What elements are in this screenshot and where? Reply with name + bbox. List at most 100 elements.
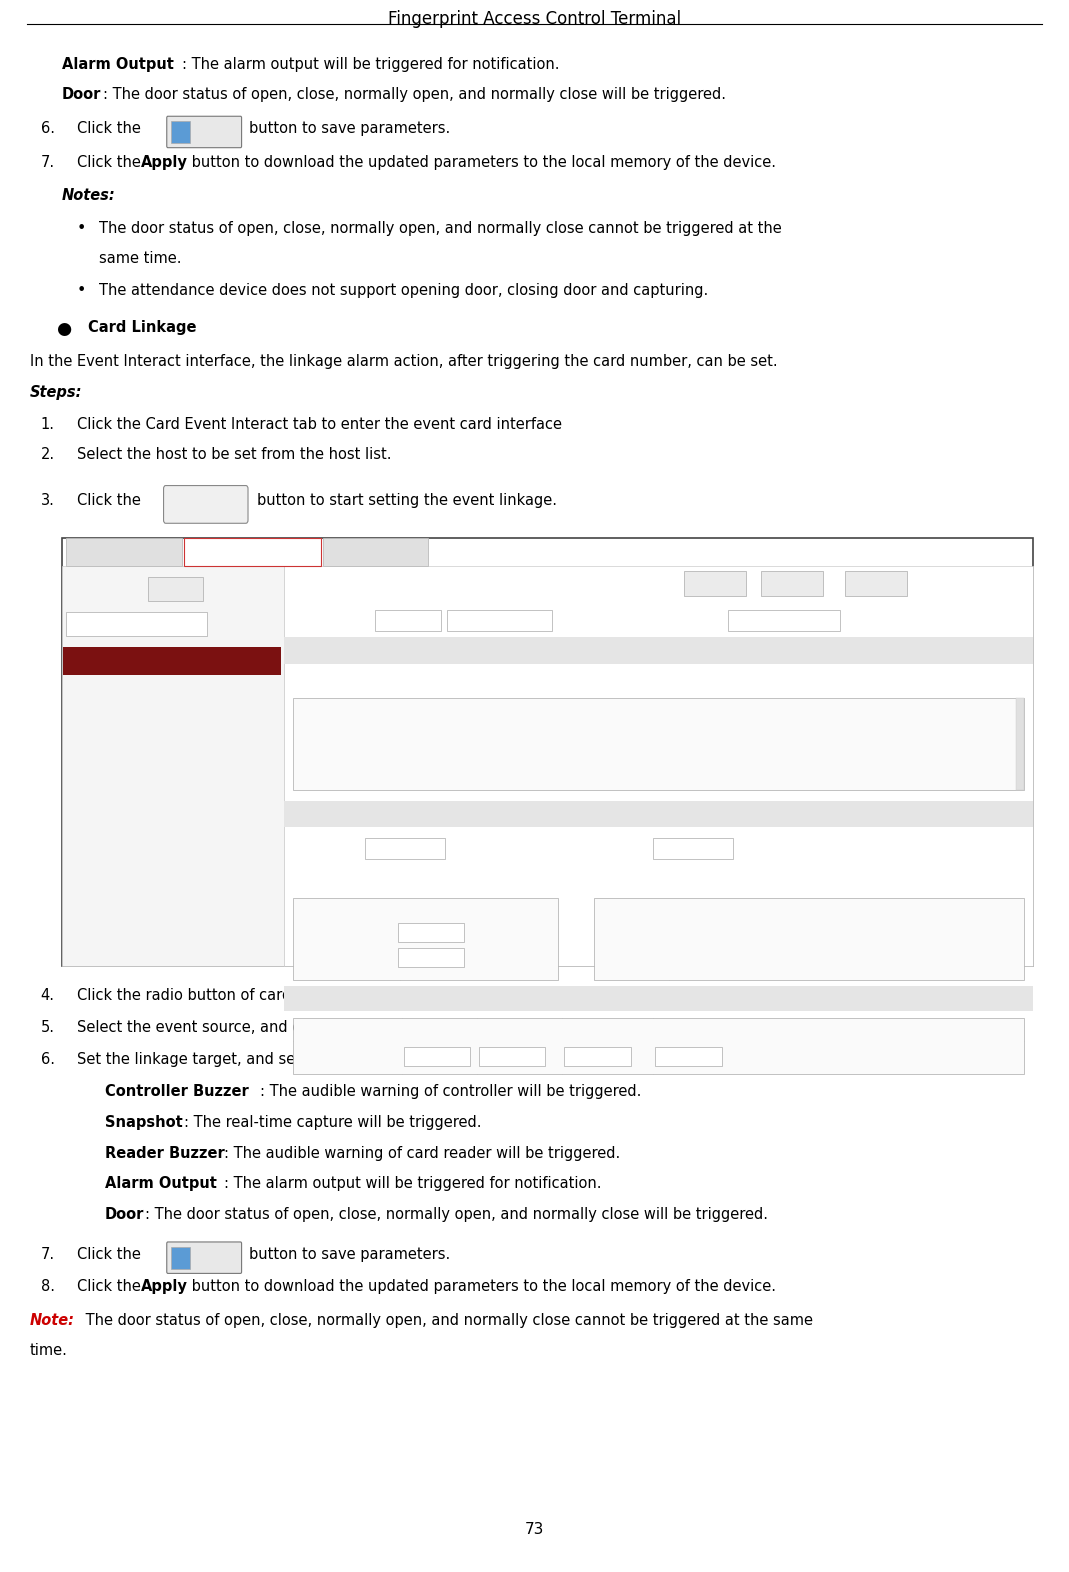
Text: Controller...: Controller... bbox=[293, 843, 345, 852]
Text: •: • bbox=[77, 283, 87, 299]
Text: Alarm Output: Alarm Output bbox=[62, 57, 174, 72]
Text: Door: Door bbox=[62, 86, 102, 102]
FancyBboxPatch shape bbox=[167, 1242, 242, 1273]
Text: Note:: Note: bbox=[30, 1313, 75, 1328]
Text: Apply: Apply bbox=[141, 154, 188, 170]
Text: time.: time. bbox=[30, 1342, 67, 1358]
Text: ✖ Delete: ✖ Delete bbox=[773, 577, 811, 586]
Bar bbox=[284, 986, 1033, 1011]
Text: 📄 Apply: 📄 Apply bbox=[151, 583, 182, 593]
Bar bbox=[66, 538, 182, 566]
Bar bbox=[398, 948, 464, 967]
Bar bbox=[447, 610, 552, 630]
Text: 💾: 💾 bbox=[171, 1254, 176, 1264]
Bar bbox=[171, 121, 190, 143]
Bar bbox=[845, 571, 907, 596]
Text: Trigger: Trigger bbox=[425, 1052, 484, 1067]
Bar bbox=[1016, 698, 1024, 789]
Bar bbox=[684, 571, 746, 596]
Text: Apply: Apply bbox=[141, 1280, 188, 1294]
Bar bbox=[728, 610, 840, 630]
Text: Host List: Host List bbox=[71, 583, 110, 593]
Text: 44-19-b0-c5-cb-a6_门1: 44-19-b0-c5-cb-a6_门1 bbox=[298, 1052, 382, 1061]
Text: Name: Name bbox=[405, 907, 430, 916]
Bar bbox=[404, 1047, 470, 1066]
Bar bbox=[184, 538, 321, 566]
Text: : The real-time capture will be triggered.: : The real-time capture will be triggere… bbox=[184, 1115, 481, 1130]
Text: Reader Buzzer: Reader Buzzer bbox=[105, 1146, 224, 1160]
Text: Notes:: Notes: bbox=[62, 189, 115, 203]
Bar bbox=[284, 637, 1033, 663]
Text: Card Reader: Card Reader bbox=[293, 678, 350, 687]
Text: Alarm Output: Alarm Output bbox=[105, 1176, 217, 1192]
Text: Door: Door bbox=[105, 1207, 144, 1221]
Text: to enable this function.: to enable this function. bbox=[481, 1052, 655, 1067]
Text: Not Trigger  ▼: Not Trigger ▼ bbox=[656, 843, 710, 852]
Text: 出门读卡器_2: 出门读卡器_2 bbox=[298, 953, 332, 962]
Text: 读卡器葱鸣: 读卡器葱鸣 bbox=[293, 871, 320, 880]
Bar bbox=[564, 1047, 631, 1066]
Text: 进门读卡器_1: 进门读卡器_1 bbox=[373, 740, 410, 750]
Text: The door status of open, close, normally open, and normally close cannot be trig: The door status of open, close, normally… bbox=[81, 1313, 814, 1328]
Text: Search: Search bbox=[71, 618, 99, 627]
Text: Serial No.: Serial No. bbox=[301, 714, 342, 723]
Text: : The audible warning of controller will be triggered.: : The audible warning of controller will… bbox=[260, 1085, 641, 1099]
Text: 4.: 4. bbox=[41, 987, 55, 1003]
Text: Card Li...: Card Li... bbox=[664, 615, 704, 624]
Text: : The door status of open, close, normally open, and normally close will be trig: : The door status of open, close, normal… bbox=[145, 1207, 769, 1221]
Text: 5.: 5. bbox=[41, 1020, 55, 1034]
Text: 73: 73 bbox=[525, 1522, 544, 1537]
Text: Steps:: Steps: bbox=[30, 385, 82, 399]
Bar bbox=[66, 612, 207, 635]
Bar bbox=[375, 610, 441, 630]
Text: Click the: Click the bbox=[77, 1247, 141, 1262]
Text: Name: Name bbox=[600, 907, 624, 916]
Text: same time.: same time. bbox=[99, 252, 182, 266]
Text: button to save parameters.: button to save parameters. bbox=[249, 1247, 450, 1262]
Text: ⊕ Add: ⊕ Add bbox=[702, 577, 728, 586]
Text: Click the: Click the bbox=[77, 1280, 145, 1294]
FancyBboxPatch shape bbox=[167, 116, 242, 148]
Text: ●: ● bbox=[648, 615, 656, 624]
Text: button to save parameters.: button to save parameters. bbox=[249, 121, 450, 135]
Text: Name: Name bbox=[675, 907, 699, 916]
Text: 6.: 6. bbox=[41, 1052, 55, 1067]
Text: 7.: 7. bbox=[41, 1247, 55, 1262]
Bar bbox=[761, 571, 823, 596]
Text: button to download the updated parameters to the local memory of the device.: button to download the updated parameter… bbox=[187, 154, 776, 170]
Text: Name: Name bbox=[373, 714, 398, 723]
Text: Click the: Click the bbox=[77, 494, 141, 508]
Text: In the Event Interact interface, the linkage alarm action, after triggering the : In the Event Interact interface, the lin… bbox=[30, 354, 777, 369]
Bar bbox=[365, 838, 445, 858]
Text: button to start setting the event linkage.: button to start setting the event linkag… bbox=[257, 494, 557, 508]
Bar bbox=[63, 646, 281, 674]
Bar bbox=[293, 898, 558, 979]
Text: □ 1: □ 1 bbox=[298, 766, 314, 775]
Text: Not Trigger ▼: Not Trigger ▼ bbox=[481, 1053, 527, 1060]
Text: Not Trigger ▼: Not Trigger ▼ bbox=[567, 1053, 613, 1060]
Text: Name: Name bbox=[298, 907, 323, 916]
Text: Save: Save bbox=[193, 129, 221, 138]
Text: Door: Door bbox=[293, 994, 314, 1003]
Text: button to download the updated parameters to the local memory of the device.: button to download the updated parameter… bbox=[187, 1280, 776, 1294]
Text: : The alarm output will be triggered for notification.: : The alarm output will be triggered for… bbox=[182, 57, 559, 72]
Text: 进门读卡器 _1: 进门读卡器 _1 bbox=[298, 927, 336, 937]
Bar bbox=[62, 566, 284, 965]
Text: Fingerprint Access Control Terminal: Fingerprint Access Control Terminal bbox=[388, 9, 681, 28]
Text: Not Trigger ▼: Not Trigger ▼ bbox=[406, 1053, 452, 1060]
Bar bbox=[171, 1247, 190, 1269]
Text: - 44-19-b8-c5-c0-a6: - 44-19-b8-c5-c0-a6 bbox=[67, 656, 153, 665]
Text: 3.: 3. bbox=[41, 494, 55, 508]
Text: Client Interact: Client Interact bbox=[343, 547, 407, 556]
Text: 7.: 7. bbox=[41, 154, 55, 170]
Text: Case Trigger: Case Trigger bbox=[96, 547, 152, 556]
Text: Close: Close bbox=[480, 1027, 503, 1036]
Text: Snapshot: Snapshot bbox=[594, 843, 637, 852]
Text: : The alarm output will be triggered for notification.: : The alarm output will be triggered for… bbox=[224, 1176, 602, 1192]
Text: Not Trigger ▼: Not Trigger ▼ bbox=[400, 953, 450, 962]
Bar bbox=[62, 538, 1033, 965]
Text: Linkage target: Linkage target bbox=[293, 810, 359, 819]
Text: Name: Name bbox=[298, 1027, 323, 1036]
Text: ○ Event Li...: ○ Event Li... bbox=[293, 615, 348, 624]
Bar bbox=[284, 566, 1033, 965]
